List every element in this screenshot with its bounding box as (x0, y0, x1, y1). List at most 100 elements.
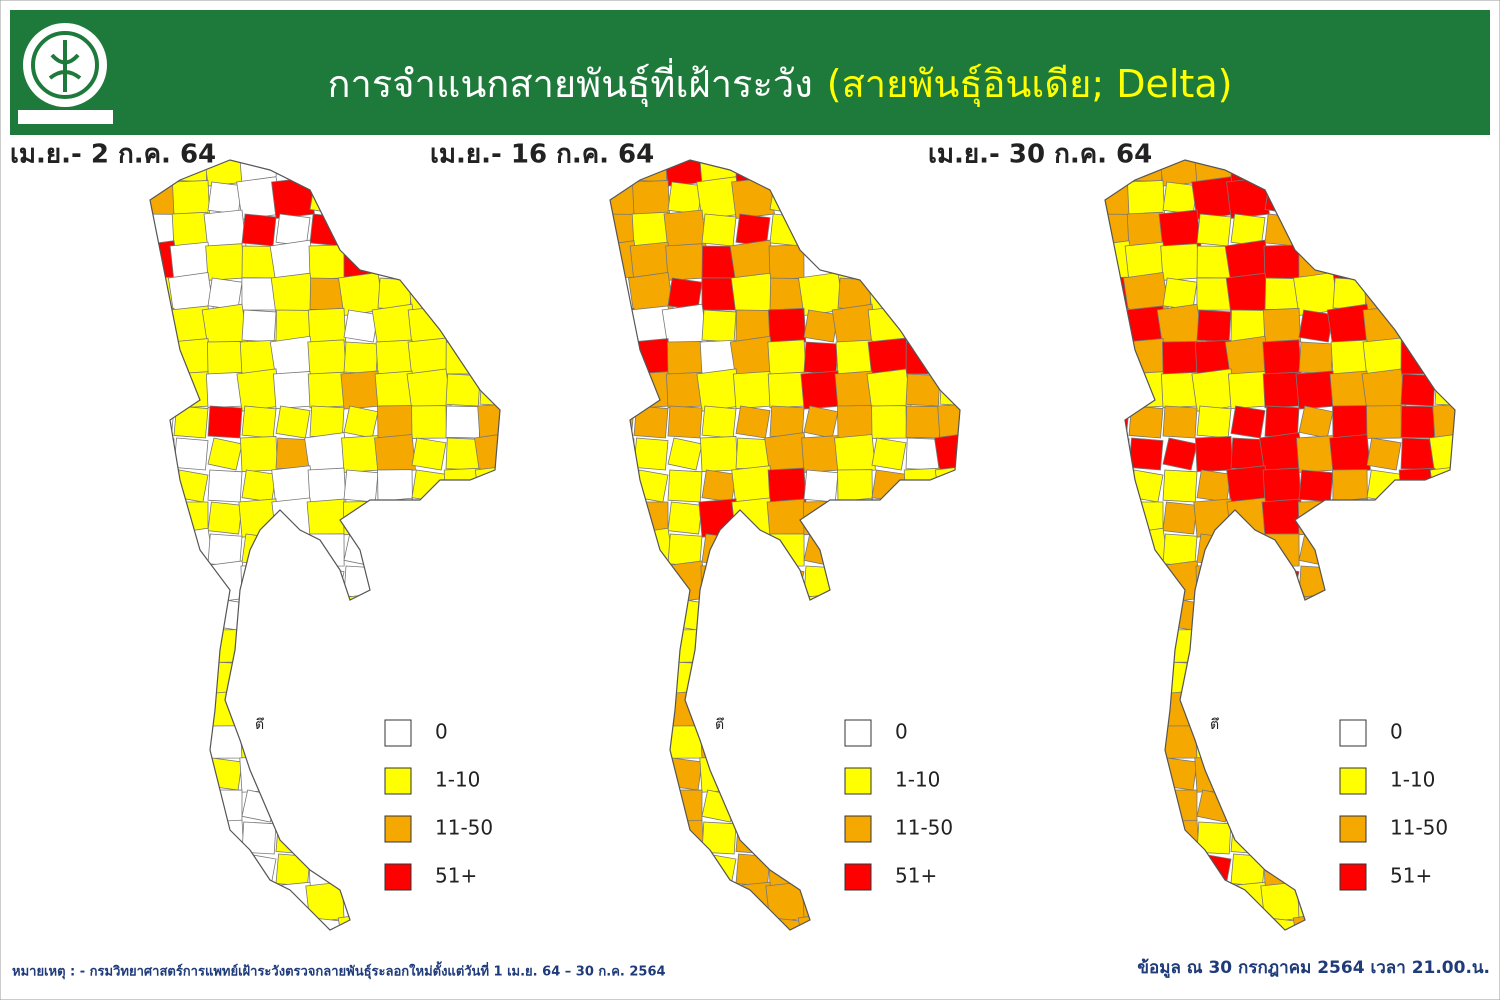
legend-label: 51+ (435, 864, 477, 888)
province (1298, 309, 1334, 343)
province (871, 437, 907, 471)
province (667, 501, 703, 535)
province (1162, 437, 1198, 471)
legend-label: 1-10 (1390, 768, 1435, 792)
province (632, 180, 670, 216)
province (1366, 437, 1402, 471)
legend-label: 51+ (1390, 864, 1432, 888)
province (272, 370, 314, 410)
province (241, 405, 277, 439)
legend-swatch (1339, 767, 1367, 795)
province (172, 180, 210, 216)
province (667, 341, 703, 375)
province (803, 309, 839, 343)
country-outline (1104, 159, 1456, 931)
province (1332, 405, 1368, 439)
province (701, 213, 737, 247)
legend-label: 11-50 (1390, 816, 1448, 840)
province (205, 243, 245, 281)
legend-label: 1-10 (895, 768, 940, 792)
province (701, 277, 737, 311)
province (241, 277, 277, 311)
province (270, 272, 316, 316)
panel-title: เม.ย.- 16 ก.ค. 64 (430, 140, 654, 170)
legend-swatch (384, 767, 412, 795)
province (1196, 405, 1232, 439)
province (445, 405, 481, 439)
legend-label: 11-50 (435, 816, 493, 840)
province (667, 405, 703, 439)
province (767, 307, 807, 345)
province (307, 371, 347, 409)
province (275, 405, 311, 439)
province (173, 405, 209, 439)
panel-title: เม.ย.- 2 ก.ค. 64 (10, 140, 216, 170)
province (866, 368, 912, 412)
province (1230, 405, 1266, 439)
province (241, 469, 277, 503)
legend-swatch (844, 719, 872, 747)
province (767, 339, 807, 377)
province (871, 405, 907, 439)
province (837, 469, 873, 503)
country-outline (149, 159, 501, 931)
province (343, 341, 379, 375)
province (343, 309, 379, 343)
province (1162, 501, 1198, 535)
province (735, 405, 771, 439)
province (1227, 370, 1269, 410)
province (1162, 405, 1198, 439)
province (766, 498, 808, 538)
province (1361, 368, 1407, 412)
province (1298, 341, 1334, 375)
province (1196, 469, 1232, 503)
province (1162, 533, 1198, 567)
legend-label: 0 (435, 720, 448, 744)
province (1195, 436, 1233, 472)
legend-label: 0 (1390, 720, 1403, 744)
logo-emblem (48, 40, 82, 92)
province (701, 309, 737, 343)
province (306, 498, 348, 538)
province (1432, 403, 1455, 441)
province (1262, 307, 1302, 345)
province (207, 181, 243, 215)
province (241, 309, 277, 343)
province (406, 368, 452, 412)
province (411, 405, 447, 439)
legend-swatch (844, 767, 872, 795)
province (700, 436, 738, 472)
province (1196, 309, 1232, 343)
footnote: หมายเหตุ : - กรมวิทยาศาสตร์การแพทย์เฝ้าร… (12, 961, 666, 980)
province (207, 341, 243, 375)
province (1162, 341, 1198, 375)
legend-label: 0 (895, 720, 908, 744)
island-label: ตึ (715, 717, 724, 733)
province (343, 469, 379, 503)
legend-swatch (1339, 815, 1367, 843)
legend-label: 51+ (895, 864, 937, 888)
province (477, 403, 500, 441)
island-label: ตึ (1210, 717, 1219, 733)
province (377, 405, 413, 439)
province (667, 437, 703, 471)
province (307, 467, 347, 505)
province (207, 501, 243, 535)
province (173, 437, 209, 471)
province (207, 405, 243, 439)
island-label: ตึ (255, 717, 264, 733)
province (701, 469, 737, 503)
province (241, 213, 277, 247)
legend-label: 1-10 (435, 768, 480, 792)
province (730, 272, 776, 316)
province (1196, 213, 1232, 247)
province (1127, 180, 1165, 216)
legend-swatch (844, 815, 872, 843)
province (307, 339, 347, 377)
legend-swatch (384, 863, 412, 891)
legend-swatch (384, 815, 412, 843)
province (803, 405, 839, 439)
legend-swatch (1339, 863, 1367, 891)
province (1298, 469, 1334, 503)
